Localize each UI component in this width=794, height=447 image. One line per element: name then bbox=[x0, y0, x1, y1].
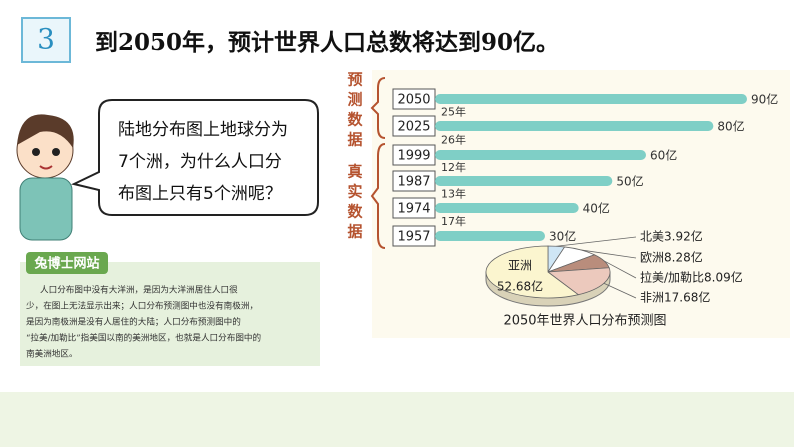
note-line: 人口分布图中没有大洋洲，是因为大洋洲居住人口很 bbox=[40, 284, 238, 296]
group-label: 测 bbox=[347, 91, 362, 109]
bar-label: 90亿 bbox=[751, 92, 778, 107]
pie-slice bbox=[485, 245, 580, 299]
gap-label: 17年 bbox=[441, 214, 466, 228]
year: 1957 bbox=[397, 230, 430, 245]
year: 2025 bbox=[397, 120, 430, 135]
note-title: 兔博士网站 bbox=[33, 256, 99, 272]
note-line: “拉美/加勒比”指美国以南的美洲地区，也就是人口分布图中的 bbox=[26, 332, 261, 344]
bar bbox=[435, 203, 579, 213]
bracket bbox=[370, 143, 386, 249]
gap-label: 12年 bbox=[441, 160, 466, 174]
bar bbox=[435, 150, 646, 160]
note-box bbox=[20, 262, 320, 366]
note-line: 少，在图上无法显示出来；人口分布预测图中也没有南极洲， bbox=[26, 300, 258, 312]
slice-label: 北美3.92亿 bbox=[640, 229, 703, 244]
note-line: 南美洲地区。 bbox=[26, 348, 78, 360]
speech-line: 陆地分布图上地球分为 bbox=[118, 120, 288, 140]
bar-label: 50亿 bbox=[616, 174, 643, 189]
group-label: 数 bbox=[347, 111, 363, 129]
speech-line: 7个洲，为什么人口分 bbox=[118, 152, 282, 172]
ground bbox=[0, 392, 794, 447]
bar bbox=[435, 121, 714, 131]
leader-line bbox=[603, 282, 637, 299]
slice-label: 欧洲8.28亿 bbox=[640, 250, 703, 265]
slice-label: 非洲17.68亿 bbox=[640, 290, 710, 305]
slice-label: 拉美/加勒比8.09亿 bbox=[640, 270, 743, 285]
gap-label: 25年 bbox=[441, 105, 466, 119]
group-label: 真 bbox=[347, 163, 362, 181]
leader-line bbox=[556, 236, 637, 247]
speech-bubble bbox=[71, 99, 319, 216]
group-label: 据 bbox=[347, 223, 362, 241]
number-box bbox=[21, 17, 71, 63]
slice-label: 52.68亿 bbox=[497, 279, 543, 294]
title: 到2050年，预计世界人口总数将达到90亿。 bbox=[95, 29, 559, 56]
year: 2050 bbox=[397, 93, 430, 108]
slice-name: 亚洲 bbox=[508, 259, 532, 273]
speech-line: 布图上只有5个洲呢？ bbox=[118, 184, 282, 204]
note-badge bbox=[26, 252, 108, 274]
group-label: 预 bbox=[347, 71, 362, 89]
leader-line bbox=[603, 260, 637, 279]
bar bbox=[435, 94, 747, 104]
number: 3 bbox=[37, 23, 55, 56]
bar-label: 60亿 bbox=[650, 148, 677, 163]
bracket bbox=[370, 77, 386, 139]
bar-label: 80亿 bbox=[717, 119, 744, 134]
year: 1999 bbox=[397, 149, 430, 164]
bar bbox=[435, 231, 545, 241]
bar-label: 30亿 bbox=[549, 229, 576, 244]
leader-line bbox=[580, 249, 637, 259]
bar bbox=[435, 176, 613, 186]
group-label: 据 bbox=[347, 131, 362, 149]
gap-label: 13年 bbox=[441, 187, 466, 201]
gap-label: 26年 bbox=[441, 133, 466, 147]
year: 1987 bbox=[397, 175, 430, 190]
group-label: 数 bbox=[347, 203, 363, 221]
year: 1974 bbox=[397, 202, 430, 217]
child bbox=[16, 114, 74, 241]
group-label: 实 bbox=[347, 183, 362, 201]
pie-title: 2050年世界人口分布预测图 bbox=[503, 314, 666, 329]
bar-label: 40亿 bbox=[583, 201, 610, 216]
note-line: 是因为南极洲是没有人居住的大陆；人口分布预测图中的 bbox=[26, 316, 241, 328]
